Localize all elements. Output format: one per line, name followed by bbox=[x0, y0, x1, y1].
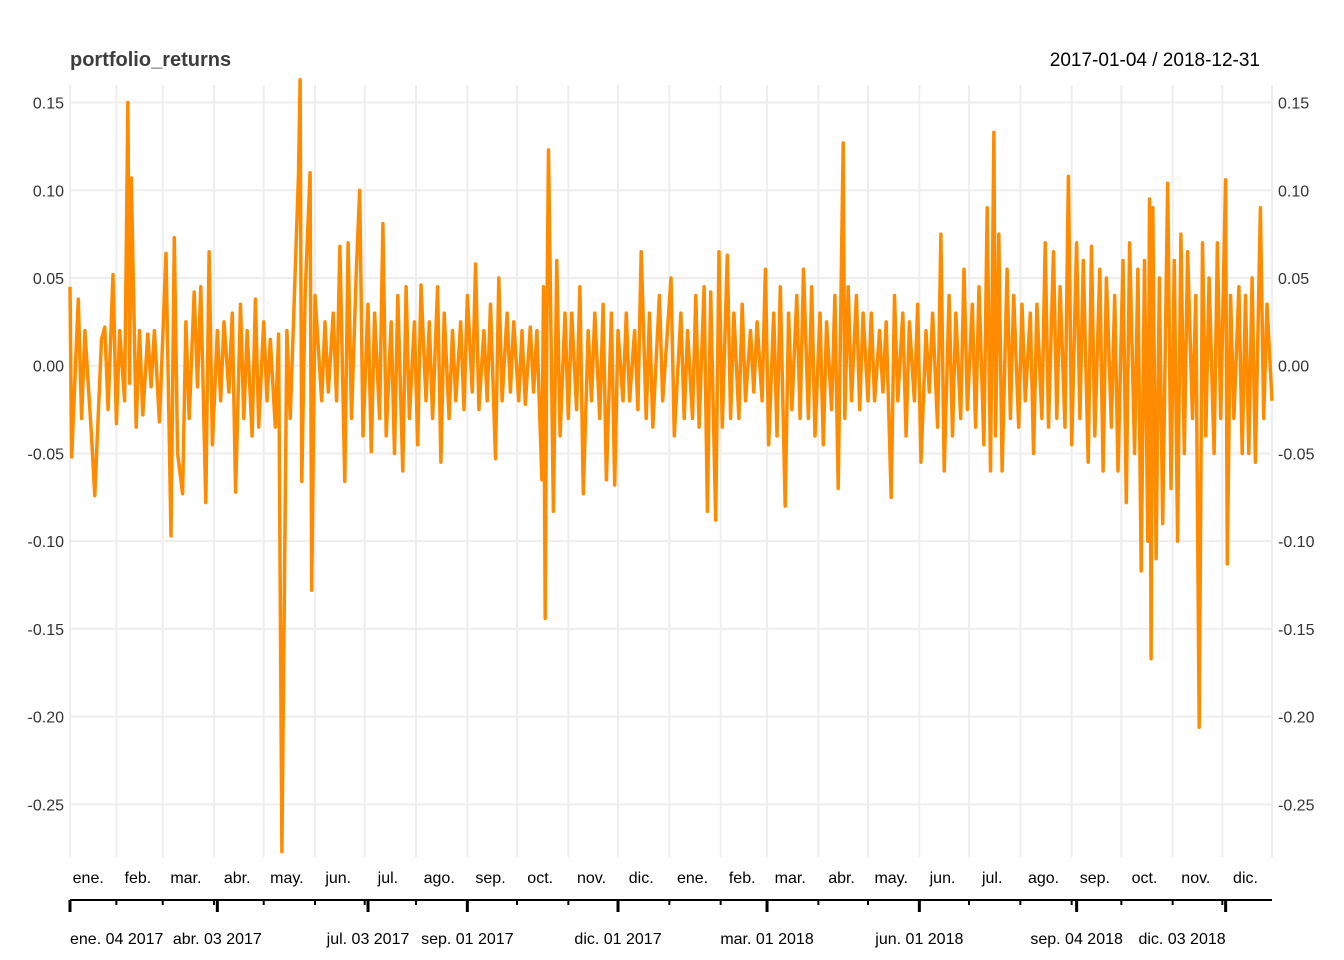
x-month-label: ago. bbox=[424, 870, 455, 887]
y-tick-label-right: -0.15 bbox=[1278, 622, 1315, 639]
series-line bbox=[68, 77, 1274, 854]
x-major-label: jul. 03 2017 bbox=[326, 931, 410, 948]
x-major-label: dic. 03 2018 bbox=[1138, 931, 1225, 948]
x-month-label: oct. bbox=[1132, 870, 1158, 887]
y-tick-label-left: -0.05 bbox=[28, 446, 65, 463]
x-month-label: abr. bbox=[224, 870, 251, 887]
y-axis-left: 0.15 0.10 0.05 0.00 -0.05 -0.10 -0.15 -0.20 -0.2… bbox=[28, 96, 65, 815]
x-month-label: sep. bbox=[475, 870, 505, 887]
y-tick-label-left: -0.20 bbox=[28, 710, 65, 727]
y-tick-label-right: -0.05 bbox=[1278, 446, 1315, 463]
x-major-label: sep. 01 2017 bbox=[421, 931, 514, 948]
x-month-label: dic. bbox=[1233, 870, 1258, 887]
y-tick-label-left: -0.10 bbox=[28, 534, 65, 551]
y-tick-label-left: -0.15 bbox=[28, 622, 65, 639]
date-range-label: 2017-01-04 / 2018-12-31 bbox=[1050, 50, 1260, 71]
y-tick-label-right: 0.10 bbox=[1278, 183, 1309, 200]
y-tick-label-right: -0.10 bbox=[1278, 534, 1315, 551]
x-month-label: ago. bbox=[1028, 870, 1059, 887]
x-month-label: feb. bbox=[125, 870, 152, 887]
y-tick-label-right: 0.00 bbox=[1278, 359, 1309, 376]
y-tick-label-right: 0.05 bbox=[1278, 271, 1309, 288]
x-month-label: ene. bbox=[677, 870, 708, 887]
x-month-label: dic. bbox=[629, 870, 654, 887]
y-tick-label-left: 0.00 bbox=[33, 359, 64, 376]
x-month-label: jul. bbox=[981, 870, 1002, 887]
x-month-label: nov. bbox=[577, 870, 606, 887]
x-major-label: ene. 04 2017 bbox=[70, 931, 164, 948]
x-month-label: oct. bbox=[527, 870, 553, 887]
y-tick-label-left: 0.05 bbox=[33, 271, 64, 288]
x-month-label: feb. bbox=[729, 870, 756, 887]
y-tick-label-right: 0.15 bbox=[1278, 96, 1309, 113]
x-month-label: jun. bbox=[324, 870, 351, 887]
x-major-label: abr. 03 2017 bbox=[173, 931, 262, 948]
x-axis: ene. feb. mar. abr. may. jun. jul. ago. sep. oct.… bbox=[68, 870, 1272, 948]
chart-title: portfolio_returns bbox=[70, 49, 231, 71]
x-major-label: sep. 04 2018 bbox=[1030, 931, 1123, 948]
x-month-label: may. bbox=[874, 870, 907, 887]
x-month-label: mar. bbox=[170, 870, 201, 887]
x-month-label: abr. bbox=[828, 870, 855, 887]
y-tick-label-left: 0.15 bbox=[33, 96, 64, 113]
y-axis-right: 0.15 0.10 0.05 0.00 -0.05 -0.10 -0.15 -0.20 -0.2… bbox=[1278, 96, 1315, 815]
x-month-label: ene. bbox=[73, 870, 104, 887]
y-tick-label-left: -0.25 bbox=[28, 797, 65, 814]
y-tick-label-left: 0.10 bbox=[33, 183, 64, 200]
x-major-label: dic. 01 2017 bbox=[574, 931, 661, 948]
x-major-label: mar. 01 2018 bbox=[720, 931, 814, 948]
x-month-label: may. bbox=[270, 870, 303, 887]
y-tick-label-right: -0.20 bbox=[1278, 710, 1315, 727]
horizontal-gridlines bbox=[70, 101, 1272, 806]
x-month-label: sep. bbox=[1080, 870, 1110, 887]
y-tick-label-right: -0.25 bbox=[1278, 797, 1315, 814]
x-month-label: nov. bbox=[1181, 870, 1210, 887]
vertical-gridlines bbox=[69, 85, 1273, 857]
x-month-label: jun. bbox=[929, 870, 956, 887]
x-month-label: mar. bbox=[775, 870, 806, 887]
x-major-label: jun. 01 2018 bbox=[874, 931, 963, 948]
x-month-label: jul. bbox=[377, 870, 398, 887]
